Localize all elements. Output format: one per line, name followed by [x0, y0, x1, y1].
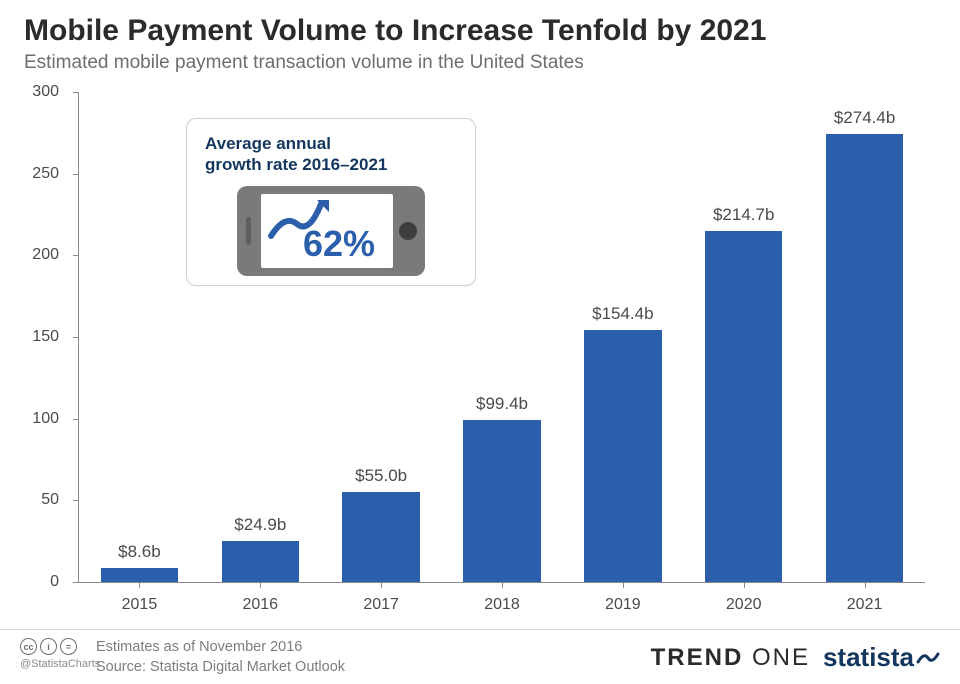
bar: [222, 541, 299, 582]
brand-trendone-a: TREND: [651, 644, 744, 671]
x-tick-mark: [623, 582, 624, 588]
cc-icon: cc: [20, 638, 37, 655]
bar-value-label: $24.9b: [234, 515, 286, 535]
x-tick-mark: [260, 582, 261, 588]
x-tick-label: 2015: [122, 596, 158, 614]
phone-icon: 62%: [237, 186, 425, 276]
cc-nd-icon: =: [60, 638, 77, 655]
bar-value-label: $154.4b: [592, 304, 653, 324]
bar-value-label: $8.6b: [118, 542, 161, 562]
x-tick-label: 2018: [484, 596, 520, 614]
bar: [342, 492, 419, 582]
bar: [463, 420, 540, 582]
footnote-line2: Source: Statista Digital Market Outlook: [96, 659, 345, 675]
x-tick-label: 2019: [605, 596, 641, 614]
chart-container: Mobile Payment Volume to Increase Tenfol…: [0, 0, 960, 684]
phone-speaker-icon: [246, 217, 251, 245]
chart-title: Mobile Payment Volume to Increase Tenfol…: [24, 14, 766, 48]
brand-trendone-b: ONE: [752, 644, 810, 671]
phone-home-icon: [399, 222, 417, 240]
bar: [101, 568, 178, 582]
y-tick-label: 0: [19, 573, 59, 591]
brand-statista-text: statista: [823, 642, 914, 673]
cc-by-icon: i: [40, 638, 57, 655]
bar: [826, 134, 903, 582]
x-tick-label: 2020: [726, 596, 762, 614]
chart-area: Average annual growth rate 2016–2021 62%: [24, 82, 936, 622]
y-tick-label: 250: [19, 165, 59, 183]
y-tick-label: 50: [19, 491, 59, 509]
y-tick-mark: [73, 92, 79, 93]
y-tick-label: 200: [19, 246, 59, 264]
y-tick-mark: [73, 337, 79, 338]
brand-statista: statista: [823, 642, 940, 673]
x-tick-label: 2017: [363, 596, 399, 614]
y-tick-mark: [73, 500, 79, 501]
phone-screen: 62%: [261, 194, 393, 268]
y-tick-label: 300: [19, 83, 59, 101]
y-tick-label: 150: [19, 328, 59, 346]
callout-title-line2: growth rate 2016–2021: [205, 155, 387, 174]
bar-value-label: $274.4b: [834, 108, 895, 128]
y-tick-mark: [73, 419, 79, 420]
x-tick-mark: [139, 582, 140, 588]
statista-wave-icon: [916, 646, 940, 670]
bar-value-label: $214.7b: [713, 205, 774, 225]
bar: [705, 231, 782, 582]
callout-title: Average annual growth rate 2016–2021: [205, 133, 457, 176]
y-tick-mark: [73, 174, 79, 175]
plot-area: Average annual growth rate 2016–2021 62%: [78, 92, 925, 583]
callout-title-line1: Average annual: [205, 134, 331, 153]
x-tick-label: 2021: [847, 596, 883, 614]
growth-callout: Average annual growth rate 2016–2021 62%: [186, 118, 476, 286]
y-tick-mark: [73, 582, 79, 583]
bar-value-label: $99.4b: [476, 394, 528, 414]
x-tick-label: 2016: [242, 596, 278, 614]
y-tick-label: 100: [19, 410, 59, 428]
bar: [584, 330, 661, 582]
bar-value-label: $55.0b: [355, 466, 407, 486]
twitter-handle: @StatistaCharts: [20, 658, 100, 670]
footnote: Estimates as of November 2016 Source: St…: [96, 638, 345, 677]
x-tick-mark: [502, 582, 503, 588]
footer: cc i = @StatistaCharts Estimates as of N…: [0, 629, 960, 684]
x-tick-mark: [744, 582, 745, 588]
y-tick-mark: [73, 255, 79, 256]
license-icons: cc i =: [20, 638, 77, 655]
x-tick-mark: [381, 582, 382, 588]
chart-subtitle: Estimated mobile payment transaction vol…: [24, 52, 584, 74]
x-tick-mark: [865, 582, 866, 588]
growth-arrow-icon: [267, 196, 337, 240]
footnote-line1: Estimates as of November 2016: [96, 639, 302, 655]
brand-trendone: TREND ONE: [651, 644, 810, 672]
